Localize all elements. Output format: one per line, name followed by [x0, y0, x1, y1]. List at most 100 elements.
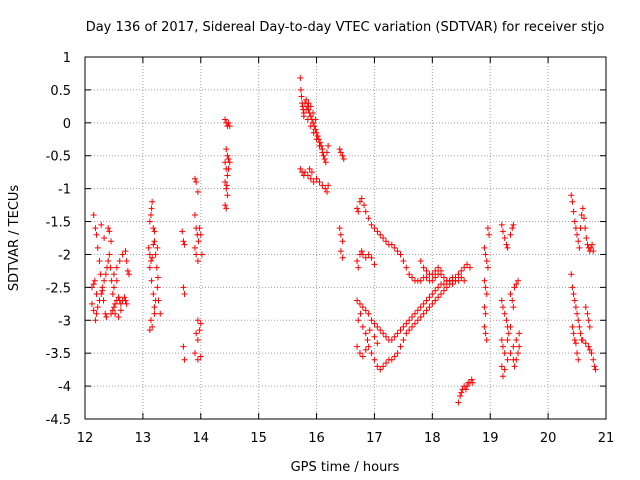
data-point-marker [579, 337, 586, 344]
data-point-marker [503, 317, 510, 324]
data-point-marker [148, 277, 155, 284]
chart-title: Day 136 of 2017, Sidereal Day-to-day VTE… [86, 20, 605, 35]
x-tick-label: 21 [598, 431, 615, 446]
data-point-marker [181, 356, 188, 363]
data-point-marker [151, 228, 158, 235]
data-point-marker [483, 290, 490, 297]
data-point-marker [88, 300, 95, 307]
data-point-marker [499, 373, 506, 380]
data-point-marker [571, 337, 578, 344]
data-point-marker [368, 317, 375, 324]
data-point-marker [316, 179, 323, 186]
data-point-marker [586, 323, 593, 330]
data-point-marker [339, 238, 346, 245]
data-point-marker [98, 221, 105, 228]
data-point-marker [356, 300, 363, 307]
data-point-marker [194, 188, 201, 195]
data-point-marker [122, 248, 129, 255]
data-point-marker [482, 251, 489, 258]
data-point-marker [312, 126, 319, 133]
data-point-marker [355, 208, 362, 215]
data-point-marker [115, 294, 122, 301]
data-point-marker [440, 281, 447, 288]
data-point-marker [224, 172, 231, 179]
data-point-marker [357, 310, 364, 317]
data-point-marker [394, 350, 401, 357]
data-point-marker [306, 165, 313, 172]
data-point-marker [513, 337, 520, 344]
data-point-marker [362, 208, 369, 215]
data-point-marker [568, 192, 575, 199]
data-point-marker [588, 350, 595, 357]
data-point-marker [297, 86, 304, 93]
data-point-marker [150, 241, 157, 248]
data-point-marker [371, 225, 378, 232]
data-point-marker [226, 123, 233, 130]
data-point-marker [355, 264, 362, 271]
data-point-marker [359, 353, 366, 360]
data-point-marker [101, 235, 108, 241]
data-point-marker [513, 281, 520, 288]
data-point-marker [515, 277, 522, 284]
x-axis-label: GPS time / hours [291, 460, 400, 475]
data-point-marker [406, 271, 413, 278]
data-point-marker [468, 376, 475, 383]
data-point-marker [145, 244, 152, 251]
data-point-marker [377, 366, 384, 373]
data-point-marker [452, 274, 459, 281]
data-point-marker [191, 244, 198, 251]
data-point-marker [147, 211, 154, 218]
data-point-marker [319, 182, 326, 189]
data-point-marker [149, 323, 156, 330]
data-point-marker [194, 317, 201, 324]
data-point-marker [486, 231, 493, 238]
data-point-marker [325, 142, 332, 149]
data-point-marker [122, 297, 129, 304]
x-tick-label: 19 [482, 431, 499, 446]
data-point-marker [586, 346, 593, 353]
data-point-marker [409, 323, 416, 330]
data-point-marker [409, 274, 416, 281]
data-point-marker [354, 297, 361, 304]
y-tick-label: -4.5 [46, 413, 71, 428]
data-point-marker [180, 343, 187, 350]
data-point-marker [307, 103, 314, 110]
data-point-marker [461, 264, 468, 271]
data-point-marker [400, 258, 407, 265]
data-point-marker [391, 244, 398, 251]
data-point-marker [585, 317, 592, 324]
data-point-marker [322, 159, 329, 166]
data-point-marker [146, 327, 153, 334]
data-point-marker [403, 330, 410, 337]
data-point-marker [371, 356, 378, 363]
data-point-marker [371, 320, 378, 327]
y-tick-label: -4 [58, 380, 71, 395]
data-point-marker [115, 313, 122, 320]
data-point-marker [510, 343, 517, 350]
data-point-marker [455, 399, 462, 406]
data-point-marker [193, 330, 200, 337]
data-point-marker [571, 297, 578, 304]
data-point-marker [394, 248, 401, 255]
data-point-marker [146, 218, 153, 225]
data-point-marker [150, 290, 157, 297]
data-point-marker [440, 287, 447, 294]
data-point-marker [298, 93, 305, 100]
data-point-marker [307, 113, 314, 120]
y-tick-label: 0.5 [50, 84, 71, 99]
data-point-marker [585, 343, 592, 350]
data-point-marker [90, 307, 97, 314]
data-point-marker [365, 343, 372, 350]
data-point-marker [406, 327, 413, 334]
y-tick-label: -3.5 [46, 347, 71, 362]
data-point-marker [368, 254, 375, 261]
data-point-marker [92, 317, 99, 324]
data-point-marker [191, 350, 198, 357]
data-point-marker [507, 323, 514, 330]
data-point-marker [510, 221, 517, 228]
data-point-marker [319, 149, 326, 156]
data-point-marker [312, 116, 319, 123]
data-point-marker [455, 271, 462, 278]
